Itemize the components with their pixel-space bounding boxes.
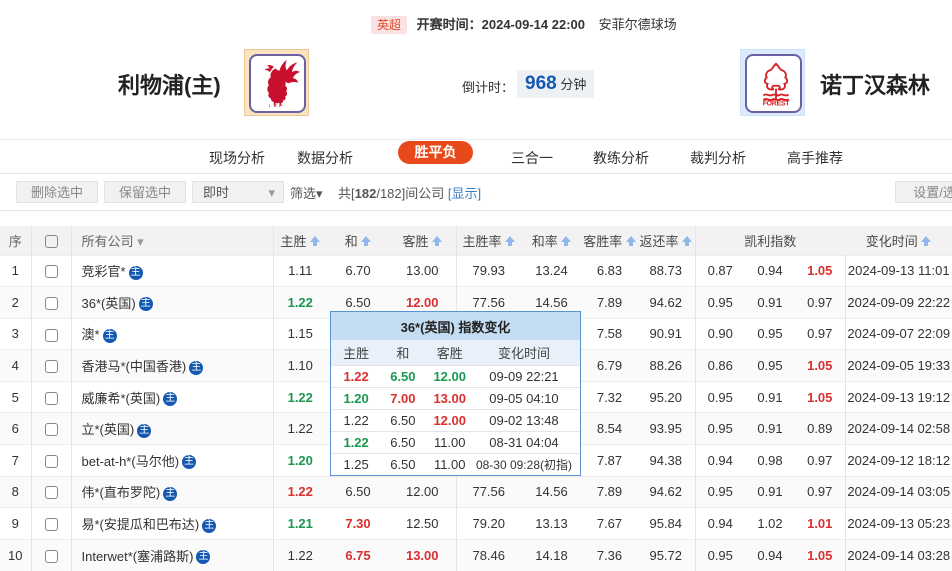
svg-text:L.F.C.: L.F.C. bbox=[269, 104, 285, 107]
svg-text:FOREST: FOREST bbox=[763, 101, 791, 107]
